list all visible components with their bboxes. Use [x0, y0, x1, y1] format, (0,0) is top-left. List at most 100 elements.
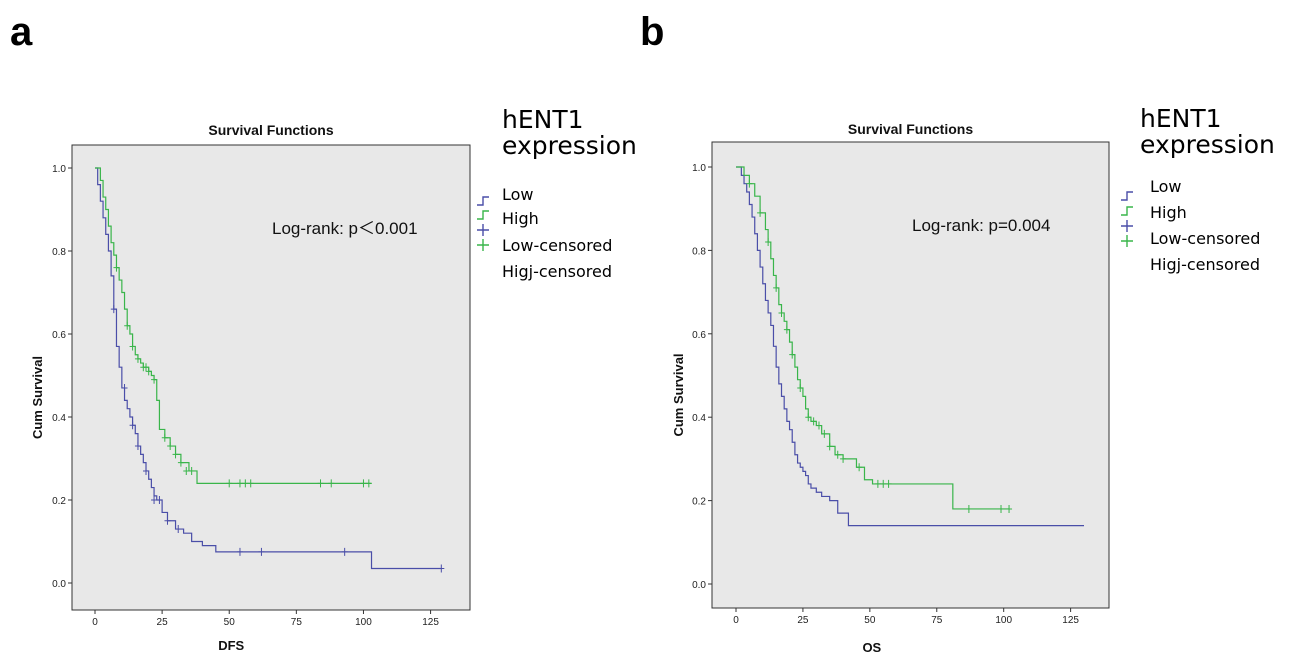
censored-mark-low [134, 442, 141, 451]
x-tick-label: 125 [422, 617, 439, 628]
plot-area [711, 141, 1110, 609]
censored-mark-low [164, 516, 171, 525]
censored-mark-high [826, 442, 833, 451]
censored-mark-high [815, 421, 822, 430]
censored-mark-low [236, 547, 243, 556]
censored-mark-high [840, 454, 847, 463]
legend-entry-high: High [1150, 203, 1187, 222]
censored-mark-high [821, 429, 828, 438]
x-tick-label: 50 [224, 617, 236, 628]
y-tick-label: 0.2 [692, 497, 706, 508]
legend-symbol-high [1121, 206, 1133, 216]
censored-mark-high [236, 479, 243, 488]
legend-title-line2: expression [1140, 130, 1275, 159]
log-rank-annotation: Log-rank: p=0.004 [912, 216, 1050, 235]
legend-symbol-low-censored [477, 224, 489, 236]
chart-title: Survival Functions [848, 121, 973, 137]
y-tick-label: 0.6 [692, 330, 706, 341]
censored-mark-high [167, 442, 174, 451]
censored-mark-high [773, 283, 780, 292]
censored-mark-high [834, 450, 841, 459]
y-tick-label: 0.0 [692, 580, 706, 591]
legend-title-line1: hENT1 [1140, 104, 1222, 133]
censored-mark-high [778, 308, 785, 317]
censored-mark-high [143, 363, 150, 372]
y-axis-label: Cum Survival [30, 356, 45, 439]
legend-entry-low-censored: Low-censored [502, 236, 613, 255]
censored-mark-high [247, 479, 254, 488]
y-tick-label: 0.2 [52, 496, 66, 507]
censored-mark-low [341, 547, 348, 556]
censored-mark-high [145, 367, 152, 376]
survival-curve-high [95, 167, 372, 484]
log-rank-annotation: Log-rank: p＜0.001 [272, 219, 418, 238]
censored-mark-high [746, 179, 753, 188]
censored-mark-high [129, 342, 136, 351]
legend-symbol-high-censored [1121, 235, 1133, 247]
censored-mark-low [151, 496, 158, 504]
censored-mark-low [129, 421, 136, 430]
y-tick-label: 0.8 [52, 247, 66, 258]
x-tick-label: 100 [995, 615, 1012, 626]
y-axis-label: Cum Survival [671, 353, 686, 436]
legend-title-line2: expression [502, 131, 637, 160]
censored-mark-high [242, 479, 249, 488]
censored-mark-low [438, 564, 445, 573]
x-tick-label: 100 [355, 617, 372, 628]
censored-mark-high [317, 479, 324, 488]
censored-mark-high [172, 450, 179, 459]
censored-mark-high [124, 321, 131, 330]
legend-entry-low: Low [1150, 177, 1182, 196]
legend-entry-high-censored: Higj-censored [1150, 255, 1260, 274]
censored-mark-low [143, 466, 150, 475]
censored-mark-high [151, 375, 158, 384]
legend-entry-low-censored: Low-censored [1150, 229, 1261, 248]
y-tick-label: 0.8 [692, 246, 706, 257]
censored-mark-high [797, 384, 804, 393]
censored-mark-high [998, 504, 1005, 513]
censored-mark-low [175, 525, 182, 534]
legend-symbol-low [477, 196, 489, 206]
censored-mark-high [183, 466, 190, 475]
censored-mark-high [783, 325, 790, 334]
panel-label-a: a [10, 10, 33, 54]
censored-mark-high [177, 458, 184, 467]
censored-mark-high [810, 417, 817, 426]
legend-symbol-low [1121, 191, 1133, 201]
x-tick-label: 75 [291, 617, 303, 628]
censored-mark-high [880, 479, 887, 488]
censored-mark-low [156, 496, 163, 504]
chart-panel-a: Survival Functions 0.0 0.2 0.4 0.6 0.8 1.0 0 25 5… [30, 122, 471, 653]
x-tick-label: 0 [92, 617, 98, 628]
censored-mark-low [110, 305, 117, 314]
censored-mark-high [161, 433, 168, 442]
legend-symbol-low-censored [1121, 220, 1133, 232]
censored-mark-high [134, 354, 141, 363]
censored-mark-high [226, 479, 233, 488]
legend-entry-high: High [502, 209, 539, 228]
y-tick-label: 0.6 [52, 330, 66, 341]
censored-mark-high [188, 466, 195, 475]
censored-mark-high [1006, 504, 1013, 513]
panel-label-b: b [640, 10, 665, 54]
censored-mark-high [328, 479, 335, 488]
censored-mark-high [885, 479, 892, 488]
y-tick-label: 1.0 [692, 163, 706, 174]
censored-mark-low [121, 383, 128, 392]
legend-entry-high-censored: Higj-censored [502, 262, 612, 281]
legend-symbol-high-censored [477, 239, 489, 251]
legend-symbol-high [477, 210, 489, 220]
x-tick-label: 25 [797, 615, 809, 626]
chart-panel-b: Survival Functions 0.0 0.2 0.4 0.6 0.8 1.0 0 25 5… [671, 121, 1110, 655]
censored-mark-high [757, 208, 764, 217]
x-axis-label: OS [862, 640, 881, 655]
chart-title: Survival Functions [208, 122, 333, 138]
x-tick-label: 25 [157, 617, 169, 628]
y-tick-label: 0.4 [692, 413, 706, 424]
censored-mark-high [965, 504, 972, 513]
y-tick-label: 1.0 [52, 164, 66, 175]
x-tick-label: 75 [931, 615, 943, 626]
censored-mark-high [765, 238, 772, 247]
censored-mark-high [789, 350, 796, 359]
